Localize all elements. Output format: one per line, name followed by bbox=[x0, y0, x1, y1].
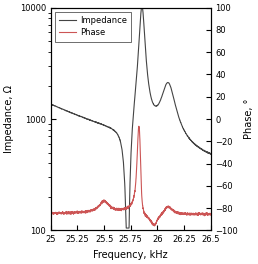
Y-axis label: Phase, °: Phase, ° bbox=[244, 99, 254, 139]
Legend: Impedance, Phase: Impedance, Phase bbox=[55, 12, 131, 41]
Y-axis label: Impedance, Ω: Impedance, Ω bbox=[4, 85, 14, 153]
X-axis label: Frequency, kHz: Frequency, kHz bbox=[93, 250, 168, 260]
